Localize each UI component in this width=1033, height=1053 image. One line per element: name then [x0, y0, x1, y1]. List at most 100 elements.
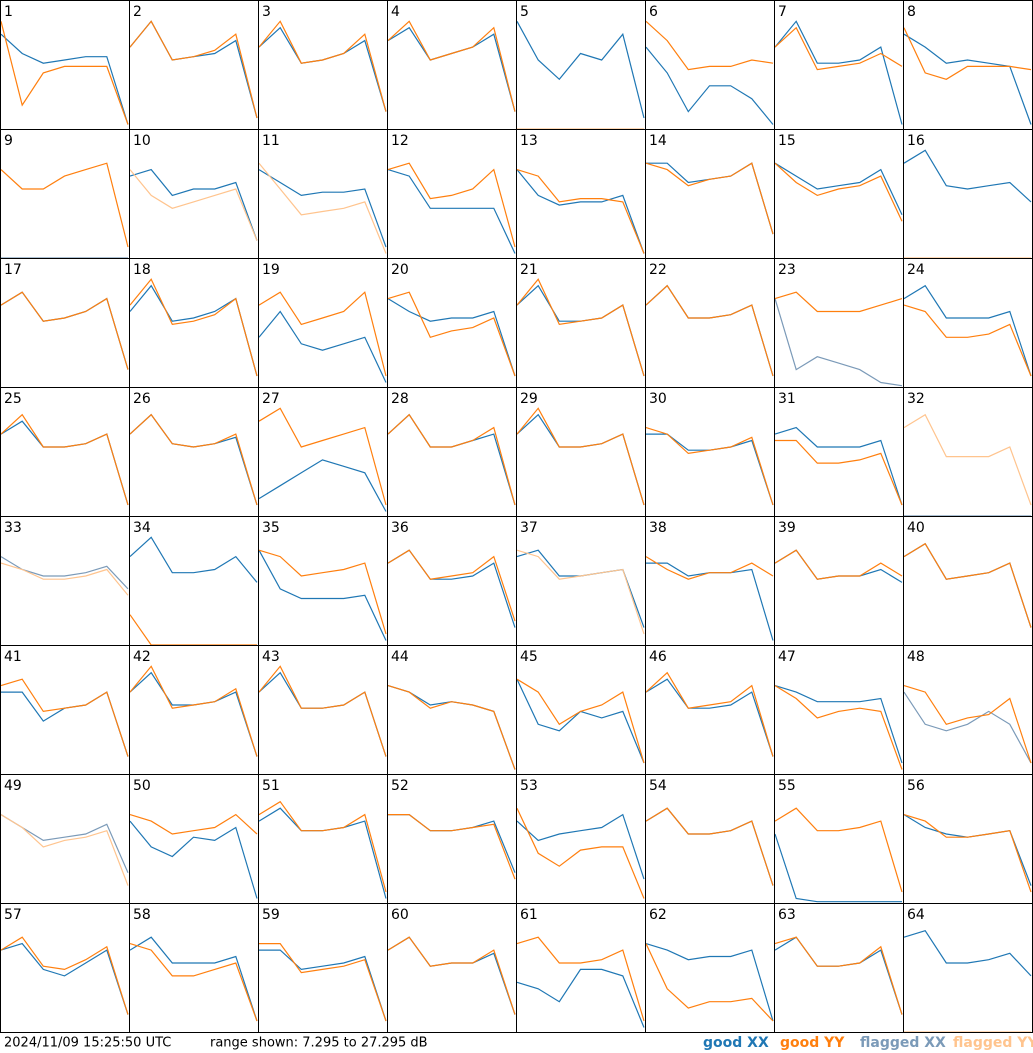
spectrum-line	[774, 685, 903, 764]
panel: 4	[387, 0, 517, 130]
spectrum-line	[516, 678, 645, 764]
spectrum-line	[0, 814, 129, 886]
panel: 43	[258, 645, 388, 775]
spectrum-line	[387, 291, 516, 377]
panel-label: 64	[907, 907, 925, 923]
spectrum-line	[258, 800, 387, 893]
panel-label: 14	[649, 133, 667, 149]
spectrum-line	[129, 536, 258, 583]
spectrum-line	[645, 671, 774, 757]
spectrum-line	[1, 691, 129, 757]
spectrum-line	[0, 413, 129, 506]
panel: 5	[516, 0, 646, 130]
spectrum-line	[774, 685, 903, 770]
panel: 17	[0, 258, 130, 388]
spectrum-line	[387, 26, 516, 112]
panel-label: 25	[4, 391, 22, 407]
panel: 1	[0, 0, 130, 130]
spectrum-line	[129, 168, 258, 241]
panel-label: 42	[133, 649, 151, 665]
range-text: range shown: 7.295 to 27.295 dB	[210, 1036, 428, 1051]
spectrum-line	[0, 291, 129, 370]
panel-label: 31	[778, 391, 796, 407]
panel: 22	[645, 258, 775, 388]
panel: 11	[258, 129, 388, 259]
panel: 55	[774, 774, 904, 904]
spectrum-line	[129, 413, 258, 506]
spectrum-line	[516, 936, 645, 1022]
spectrum-line	[129, 614, 257, 646]
spectrum-line	[645, 943, 774, 1022]
panel: 51	[258, 774, 388, 904]
panel-label: 37	[520, 520, 538, 536]
panel-label: 34	[133, 520, 151, 536]
spectrum-line	[516, 278, 645, 377]
legend-entry: flagged YY	[953, 1035, 1033, 1051]
spectrum-line	[645, 807, 774, 886]
spectrum-line	[258, 407, 387, 506]
panel-label: 52	[391, 778, 409, 794]
panel-label: 48	[907, 649, 925, 665]
panel: 29	[516, 387, 646, 517]
panel-label: 7	[778, 4, 787, 20]
panel: 36	[387, 516, 517, 646]
panel-label: 43	[262, 649, 280, 665]
panel-label: 30	[649, 391, 667, 407]
panel-label: 23	[778, 262, 796, 278]
panel: 13	[516, 129, 646, 259]
panel: 58	[129, 903, 259, 1033]
spectrum-line	[775, 439, 903, 506]
panel-label: 18	[133, 262, 151, 278]
spectrum-line	[646, 562, 774, 641]
spectrum-line	[258, 20, 387, 112]
panel: 63	[774, 903, 904, 1033]
spectrum-line	[645, 427, 774, 506]
panel-label: 19	[262, 262, 280, 278]
panel-label: 24	[907, 262, 925, 278]
panel: 42	[129, 645, 259, 775]
panel: 37	[516, 516, 646, 646]
panel-label: 47	[778, 649, 796, 665]
panel: 59	[258, 903, 388, 1033]
panel-label: 3	[262, 4, 271, 20]
panel-label: 9	[4, 133, 13, 149]
spectrum-line	[258, 671, 387, 757]
panel: 40	[903, 516, 1033, 646]
panel: 56	[903, 774, 1033, 904]
spectrum-line	[774, 936, 903, 1015]
spectrum-line	[516, 407, 645, 506]
panel: 14	[645, 129, 775, 259]
panel: 50	[129, 774, 259, 904]
spectrum-line	[645, 162, 774, 235]
panel-frame	[0, 129, 130, 259]
spectrum-line	[129, 943, 258, 1022]
panel: 32	[903, 387, 1033, 517]
spectrum-line	[903, 284, 1032, 377]
panel: 3	[258, 0, 388, 130]
spectrum-line	[258, 549, 387, 641]
spectrum-line	[129, 20, 258, 119]
panel-frame	[774, 0, 904, 130]
spectrum-line	[387, 685, 516, 770]
spectrum-line	[645, 556, 774, 580]
panel: 9	[0, 129, 130, 259]
panel: 16	[903, 129, 1033, 259]
panel: 34	[129, 516, 259, 646]
spectrum-line	[258, 549, 387, 635]
spectrum-line	[258, 310, 387, 383]
spectrum-line	[903, 542, 1032, 628]
spectrum-line	[516, 678, 645, 764]
spectrum-line	[129, 278, 258, 377]
panel-frame	[516, 0, 646, 130]
panel: 12	[387, 129, 517, 259]
spectrum-line	[645, 943, 774, 1022]
spectrum-line	[516, 807, 645, 899]
spectrum-line	[903, 542, 1032, 628]
spectrum-line	[774, 20, 903, 125]
spectrum-line	[774, 549, 903, 580]
spectrum-line	[903, 413, 1032, 506]
panel-label: 11	[262, 133, 280, 149]
panel-label: 58	[133, 907, 151, 923]
panel-frame	[0, 0, 130, 130]
